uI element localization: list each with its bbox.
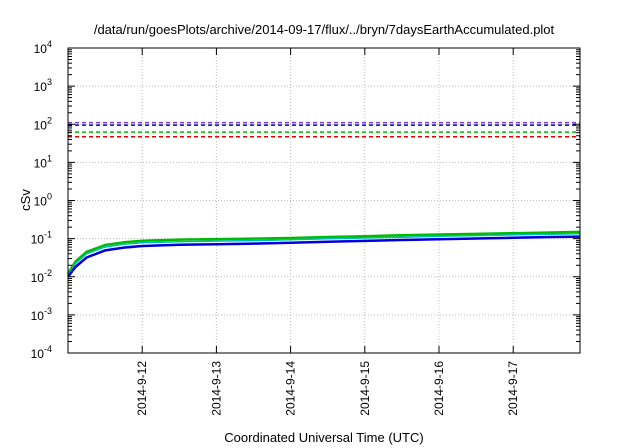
chart-title: /data/run/goesPlots/archive/2014-09-17/f… xyxy=(94,22,555,37)
x-axis-label: Coordinated Universal Time (UTC) xyxy=(224,430,423,445)
y-tick-label: 102 xyxy=(34,115,52,132)
y-tick-label: 10-3 xyxy=(31,306,52,323)
y-axis: 10-4 10-3 10-2 10-1 100 101 102 103 104 xyxy=(31,39,580,361)
series-line xyxy=(66,230,581,275)
x-tick-label: 2014-9-15 xyxy=(358,361,372,416)
y-tick-label: 103 xyxy=(34,77,52,94)
series-line xyxy=(67,235,581,278)
x-tick-label: 2014-9-13 xyxy=(209,361,223,416)
y-tick-label: 10-2 xyxy=(31,268,52,285)
data-series xyxy=(66,230,581,278)
y-tick-label: 10-1 xyxy=(31,230,52,247)
x-tick-label: 2014-9-16 xyxy=(432,361,446,416)
y-tick-label: 104 xyxy=(34,39,52,56)
threshold-lines xyxy=(68,121,580,138)
y-tick-label: 101 xyxy=(34,153,52,170)
grid xyxy=(68,48,580,353)
y-axis-label: cSv xyxy=(18,189,33,211)
x-tick-label: 2014-9-12 xyxy=(135,361,149,416)
y-tick-label: 100 xyxy=(34,192,52,209)
x-axis: 2014-9-12 2014-9-13 2014-9-14 2014-9-15 2014… xyxy=(135,48,520,416)
x-tick-label: 2014-9-14 xyxy=(284,361,298,416)
y-tick-label: 10-4 xyxy=(31,344,52,361)
series-line xyxy=(67,232,581,276)
x-tick-label: 2014-9-17 xyxy=(506,361,520,416)
